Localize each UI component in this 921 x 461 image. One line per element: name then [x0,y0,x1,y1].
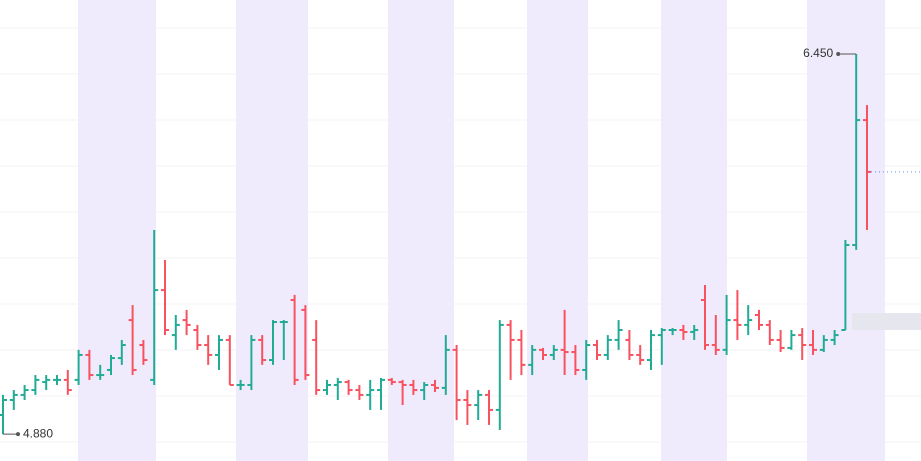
session-band [78,0,156,461]
price-label-box [852,313,921,330]
annotation-dot [836,51,841,56]
annotation-label: 4.880 [23,426,53,440]
session-band [236,0,308,461]
session-band [527,0,588,461]
session-band [388,0,454,461]
session-band [661,0,727,461]
session-band [807,0,885,461]
annotation-dot [16,432,20,437]
session-bands [78,0,885,461]
annotation-label: 6.450 [803,46,833,60]
plot: 6.450 4.880 [0,46,921,440]
